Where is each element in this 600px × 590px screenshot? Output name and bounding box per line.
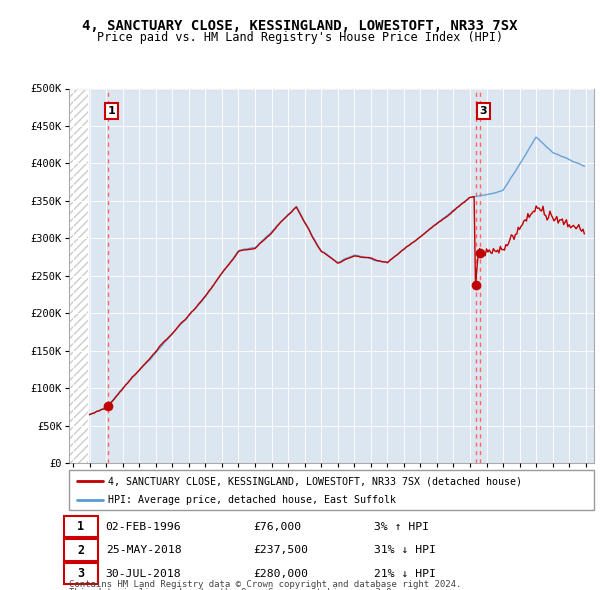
Text: Price paid vs. HM Land Registry's House Price Index (HPI): Price paid vs. HM Land Registry's House … (97, 31, 503, 44)
Text: 3% ↑ HPI: 3% ↑ HPI (373, 522, 428, 532)
Text: Contains HM Land Registry data © Crown copyright and database right 2024.: Contains HM Land Registry data © Crown c… (69, 580, 461, 589)
Text: 21% ↓ HPI: 21% ↓ HPI (373, 569, 436, 579)
Text: 3: 3 (77, 567, 85, 581)
Text: 4, SANCTUARY CLOSE, KESSINGLAND, LOWESTOFT, NR33 7SX: 4, SANCTUARY CLOSE, KESSINGLAND, LOWESTO… (82, 19, 518, 34)
Text: 3: 3 (479, 106, 487, 116)
Text: £76,000: £76,000 (253, 522, 301, 532)
Text: 4, SANCTUARY CLOSE, KESSINGLAND, LOWESTOFT, NR33 7SX (detached house): 4, SANCTUARY CLOSE, KESSINGLAND, LOWESTO… (109, 476, 523, 486)
FancyBboxPatch shape (64, 539, 98, 561)
FancyBboxPatch shape (64, 563, 98, 585)
Text: This data is licensed under the Open Government Licence v3.0.: This data is licensed under the Open Gov… (69, 588, 397, 590)
Text: £280,000: £280,000 (253, 569, 308, 579)
Bar (69, 88, 88, 463)
Text: 1: 1 (107, 106, 115, 116)
Text: 1: 1 (77, 520, 85, 533)
Text: 30-JUL-2018: 30-JUL-2018 (106, 569, 181, 579)
Bar (69, 88, 88, 463)
FancyBboxPatch shape (64, 516, 98, 537)
Text: 25-MAY-2018: 25-MAY-2018 (106, 545, 181, 555)
Text: 31% ↓ HPI: 31% ↓ HPI (373, 545, 436, 555)
Text: 2: 2 (77, 543, 85, 557)
FancyBboxPatch shape (69, 470, 594, 510)
Text: £237,500: £237,500 (253, 545, 308, 555)
Text: 02-FEB-1996: 02-FEB-1996 (106, 522, 181, 532)
Text: HPI: Average price, detached house, East Suffolk: HPI: Average price, detached house, East… (109, 494, 397, 504)
